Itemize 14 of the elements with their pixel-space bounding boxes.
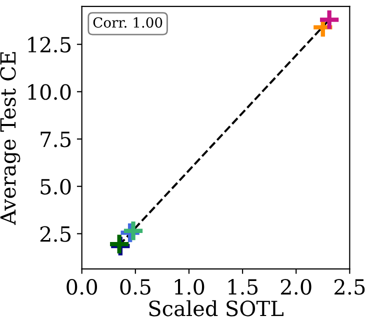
y-tick-label: 12.5: [28, 36, 71, 53]
annotation: Corr. 1.00: [93, 17, 162, 28]
y-tick-label: 10.0: [28, 84, 71, 100]
x-tick-label: 0.0: [66, 279, 98, 295]
y-axis-title: Average Test CE: [0, 52, 20, 226]
y-tick-label: 5.0: [40, 178, 71, 195]
x-tick-label: 0.5: [120, 279, 150, 295]
x-tick-label: 2.5: [334, 279, 365, 295]
x-tick-label: 2.0: [280, 279, 312, 295]
y-tick-label: 2.5: [40, 226, 71, 242]
x-tick-label: 1.0: [174, 279, 204, 295]
x-axis-title: Scaled SOTL: [149, 300, 284, 316]
x-tick-label: 1.5: [228, 279, 258, 295]
y-tick-label: 7.5: [40, 132, 71, 148]
